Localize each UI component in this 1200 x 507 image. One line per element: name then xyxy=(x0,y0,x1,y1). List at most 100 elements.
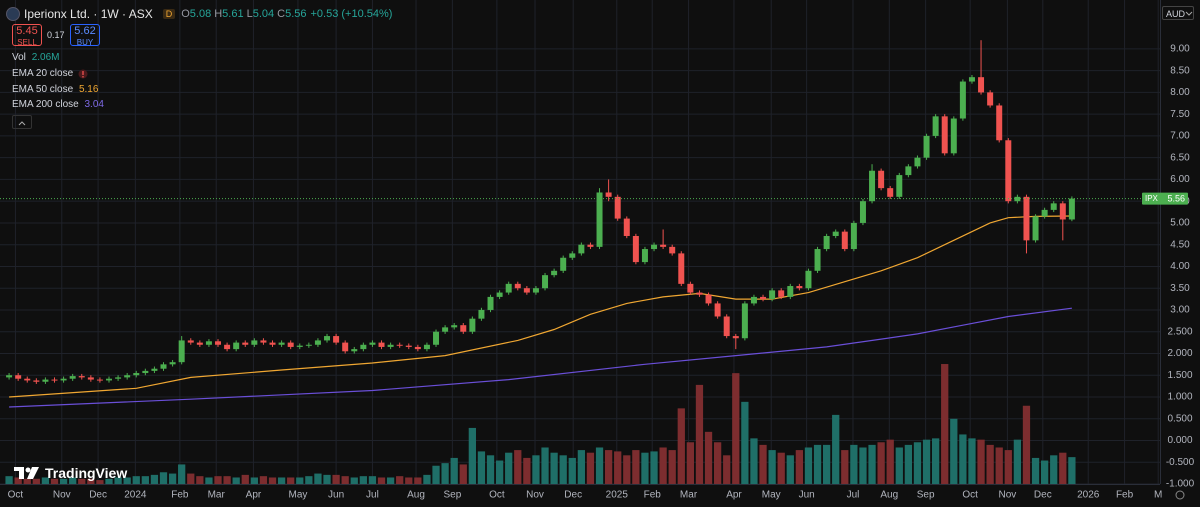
quote-label: C xyxy=(277,8,286,20)
volume-bar xyxy=(986,444,994,484)
candle-body xyxy=(224,344,231,350)
candle-body xyxy=(287,342,294,347)
quote-label: O xyxy=(181,8,190,20)
volume-bar xyxy=(859,447,867,484)
quote-item: H5.61 xyxy=(214,8,243,20)
volume-bar xyxy=(995,447,1003,484)
volume-bar xyxy=(78,478,86,484)
candle-body xyxy=(959,81,966,119)
volume-bar xyxy=(968,438,976,484)
volume-bar xyxy=(768,450,776,484)
candle-body xyxy=(278,342,285,345)
buy-button[interactable]: 5.62 BUY xyxy=(70,24,100,47)
candle-body xyxy=(987,92,994,106)
volume-bar xyxy=(223,476,231,484)
x-tick-label: Nov xyxy=(53,490,71,501)
y-tick-label: 3.00 xyxy=(1170,305,1190,316)
x-tick-label: Sep xyxy=(443,490,461,501)
volume-bar xyxy=(741,401,749,484)
candle-body xyxy=(87,377,94,380)
x-tick-label: Dec xyxy=(89,490,107,501)
candle-body xyxy=(896,175,903,197)
candle-body xyxy=(678,253,685,284)
volume-bar xyxy=(477,451,486,484)
y-tick-label: 1.000 xyxy=(1167,392,1192,403)
x-tick-label: Dec xyxy=(1034,490,1052,501)
candle-body xyxy=(160,364,167,369)
symbol-title: Iperionx Ltd. · 1W · ASX xyxy=(24,7,153,21)
currency-select[interactable]: AUD xyxy=(1162,6,1194,20)
volume-bar xyxy=(695,384,704,484)
volume-bar xyxy=(523,457,531,484)
volume-bar xyxy=(541,447,549,484)
candle-body xyxy=(614,196,621,219)
x-tick-label: Feb xyxy=(644,490,662,501)
volume-bar xyxy=(1013,439,1022,484)
candle-body xyxy=(242,342,249,345)
volume-bar xyxy=(832,414,840,484)
header: Iperionx Ltd. · 1W · ASX D O5.08 H5.61 L5.… xyxy=(6,6,392,22)
volume-bar xyxy=(187,473,195,484)
candle-body xyxy=(124,375,131,378)
candle-body xyxy=(396,344,403,346)
candle-body xyxy=(60,378,67,381)
indicator-value: 5.16 xyxy=(78,84,99,95)
x-tick-label: Jun xyxy=(328,490,344,501)
candle-body xyxy=(641,249,648,263)
candle-body xyxy=(414,346,421,350)
x-tick-label: Sep xyxy=(917,490,935,501)
x-tick-label: May xyxy=(762,490,781,501)
candle-body xyxy=(496,292,503,297)
candle-body xyxy=(351,349,358,352)
candle-body xyxy=(560,257,567,271)
volume-bar xyxy=(723,455,731,484)
volume-bar xyxy=(332,474,340,484)
volume-bar xyxy=(632,450,640,484)
candle-body xyxy=(841,231,848,250)
x-tick-label: Nov xyxy=(998,490,1016,501)
x-tick-label: 2024 xyxy=(124,490,147,501)
volume-bar xyxy=(87,478,95,484)
volume-bar xyxy=(550,452,558,484)
volume-bar xyxy=(296,477,304,484)
indicator-name: Vol xyxy=(12,52,26,63)
volume-bar xyxy=(196,476,204,484)
candle-body xyxy=(750,296,757,304)
y-tick-label: 6.50 xyxy=(1170,152,1190,163)
volume-bar xyxy=(5,476,13,484)
volume-bar xyxy=(1068,457,1076,484)
candle-body xyxy=(596,192,603,247)
volume-bar xyxy=(950,418,958,484)
candle-body xyxy=(169,362,176,365)
candle-body xyxy=(859,201,866,223)
volume-bar xyxy=(423,474,431,484)
volume-bar xyxy=(396,476,404,484)
candle-body xyxy=(342,342,349,352)
spread: 0.17 xyxy=(47,30,65,40)
y-tick-label: -0.500 xyxy=(1166,457,1195,468)
collapse-button[interactable] xyxy=(12,115,32,129)
volume-bar xyxy=(459,464,467,484)
candle-body xyxy=(269,342,276,345)
change: +0.53 (+10.54%) xyxy=(310,8,393,20)
candle-body xyxy=(723,316,730,337)
candle-body xyxy=(260,340,267,343)
candle-body xyxy=(115,377,122,379)
volume-bar xyxy=(559,455,567,484)
volume-bar xyxy=(14,477,22,484)
caret-icon xyxy=(18,121,26,126)
x-tick-label: 2026 xyxy=(1077,490,1100,501)
candle-body xyxy=(832,231,839,236)
sell-button[interactable]: 5.45 SELL xyxy=(12,24,42,47)
volume-bar xyxy=(641,452,649,484)
candle-body xyxy=(251,340,258,345)
candle-body xyxy=(1032,216,1039,241)
quote-value: 5.04 xyxy=(252,8,275,20)
candle-body xyxy=(369,342,376,345)
candle-body xyxy=(814,249,821,271)
indicator-value: 3.04 xyxy=(84,99,104,110)
volume-bar xyxy=(1059,452,1067,484)
x-tick-label: 2025 xyxy=(606,490,629,501)
x-tick-label: Apr xyxy=(246,490,262,501)
volume-bar xyxy=(350,477,358,484)
